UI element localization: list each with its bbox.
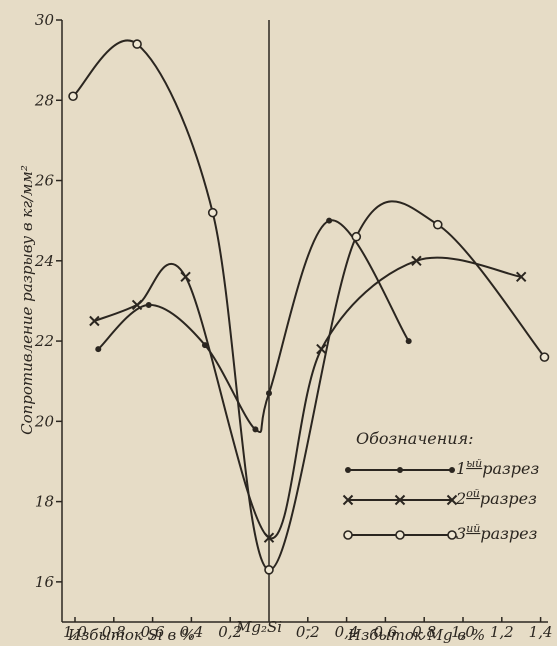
x-label-center: Mg₂Si: [235, 618, 282, 636]
y-axis-title: Сопротивление разрыву в кг/мм²: [18, 165, 36, 435]
series-3: [68, 39, 550, 575]
legend-item-3: 3ийразрез: [343, 522, 537, 543]
series-3-point: [68, 91, 78, 102]
series-2-point: [89, 315, 100, 327]
legend: Обозначения: 1ыйразрез 2ойразрез 3ийразрез: [342, 429, 539, 543]
x-label-separator: -: [306, 620, 311, 638]
y-tick-label: 24: [34, 252, 54, 270]
x-tick-label: 1,4: [529, 623, 553, 641]
legend-marker: [397, 467, 403, 473]
x-tick-label: 0,6: [141, 623, 165, 641]
x-tick-label: 0,8: [102, 623, 126, 641]
legend-marker: [343, 530, 353, 540]
y-tick-label: 22: [34, 332, 54, 350]
series-1-point: [95, 346, 102, 353]
series-2-point: [180, 271, 191, 283]
legend-marker: [394, 494, 406, 506]
x-tick-label: 0,8: [412, 623, 436, 641]
x-tick-label: 0,4: [335, 623, 359, 641]
series-1-point: [145, 301, 152, 308]
x-tick-label: 1,2: [490, 623, 514, 641]
series-3-point: [351, 231, 362, 242]
y-tick-label: 18: [35, 493, 54, 511]
legend-marker: [395, 530, 405, 540]
y-tick-label: 20: [34, 412, 55, 430]
x-tick-label: 1,0: [451, 623, 475, 641]
legend-marker: [449, 467, 455, 473]
series-3-point: [539, 352, 550, 362]
series-2-point: [316, 343, 327, 355]
x-tick-label: 0,2: [296, 623, 320, 641]
series-2-point: [411, 255, 422, 267]
legend-title: Обозначения:: [356, 429, 474, 448]
ticks: 30 28 26 24 22 20 18 16 1,0 0,8 0,6 0,4 0,2 0,2 0,4 0,6…: [34, 11, 553, 641]
y-tick-label: 16: [35, 573, 55, 591]
series-1-point: [266, 390, 272, 397]
series-3-point: [264, 565, 274, 575]
legend-label: 3ийразрез: [456, 522, 537, 543]
series-1: [95, 217, 412, 434]
series-3-point: [207, 207, 218, 218]
series-2-point: [131, 299, 143, 311]
series-3-point: [132, 39, 142, 49]
y-tick-label: 26: [34, 172, 55, 190]
series-2-point: [263, 532, 275, 543]
legend-marker: [342, 494, 354, 506]
series: [68, 39, 550, 575]
series-1-line: [97, 219, 410, 434]
x-label-right: Избыток Mg в %: [347, 626, 485, 644]
legend-marker: [345, 467, 351, 473]
series-2: [89, 255, 527, 543]
series-1-point: [326, 217, 333, 224]
legend-marker: [446, 494, 458, 506]
series-1-point: [201, 342, 208, 349]
axes: [61, 20, 548, 623]
x-tick-label: 0,4: [179, 623, 203, 641]
legend-item-1: 1ыйразрез: [345, 457, 539, 478]
series-2-point: [515, 271, 527, 283]
legend-item-2: 2ойразрез: [342, 487, 537, 508]
legend-label: 2ойразрез: [455, 487, 537, 508]
series-1-point: [252, 426, 259, 433]
series-1-point: [405, 338, 412, 345]
x-tick-label: 0,6: [373, 623, 397, 641]
x-label-left: Избыток Si в %: [67, 626, 195, 644]
legend-items: 1ыйразрез 2ойразрез 3ийразрез: [342, 457, 539, 543]
legend-label: 1ыйразрез: [456, 457, 539, 478]
x-tick-label: 1,0: [63, 623, 87, 641]
series-3-point: [432, 219, 443, 230]
x-tick-label: 0,2: [218, 623, 242, 641]
y-tick-label: 28: [34, 91, 54, 109]
y-tick-label: 30: [35, 11, 55, 29]
legend-marker: [447, 530, 457, 540]
